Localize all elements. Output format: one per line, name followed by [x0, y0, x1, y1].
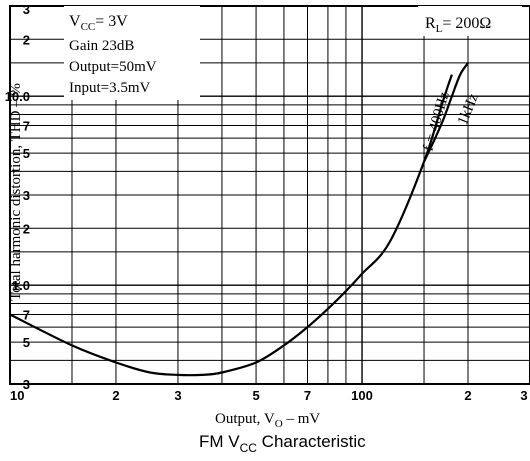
output-condition: Output=50mV [69, 59, 157, 75]
y-tick-label: 3 [23, 2, 30, 17]
y-tick-label: 3 [23, 377, 30, 392]
x-tick-label: 7 [304, 388, 311, 403]
y-tick-label: 7 [23, 118, 30, 133]
y-tick-label: 10.0 [5, 89, 30, 104]
x-tick-label: 100 [351, 388, 373, 403]
vcc-condition: VCC= 3V [69, 13, 128, 33]
rl-box [418, 6, 522, 36]
y-tick-label: 5 [23, 335, 30, 350]
conditions-box [64, 6, 200, 100]
y-tick-label: 5 [23, 146, 30, 161]
series-group [9, 62, 469, 377]
y-tick-label: 7 [23, 307, 30, 322]
y-axis-label: Total harmonic distortion, THD – % [8, 83, 24, 301]
series-1khz-line [423, 62, 469, 163]
y-tick-label: 2 [23, 221, 30, 236]
y-tick-label: 2 [23, 32, 30, 47]
series-label-400hz: f = 400Hz [420, 90, 452, 153]
x-tick-label: 10 [10, 388, 24, 403]
x-tick-label: 2 [464, 388, 471, 403]
rl-condition: RL= 200Ω [425, 15, 491, 35]
series-400hz-line [9, 74, 453, 377]
plot-frame [9, 5, 530, 385]
y-tick-label: 1.0 [12, 278, 30, 293]
x-tick-label: 2 [112, 388, 119, 403]
chart-title: FM VCC Characteristic [199, 432, 366, 455]
x-tick-label: 5 [252, 388, 259, 403]
tick-labels: 10 2 3 5 7 100 2 3 3 5 7 1.0 2 3 5 7 10.0 2 3 [5, 2, 528, 403]
gain-condition: Gain 23dB [69, 38, 134, 54]
x-tick-label: 3 [174, 388, 181, 403]
y-tick-label: 3 [23, 188, 30, 203]
x-tick-label: 3 [520, 388, 527, 403]
input-condition: Input=3.5mV [69, 80, 151, 96]
x-axis-label: Output, VO – mV [215, 411, 320, 430]
